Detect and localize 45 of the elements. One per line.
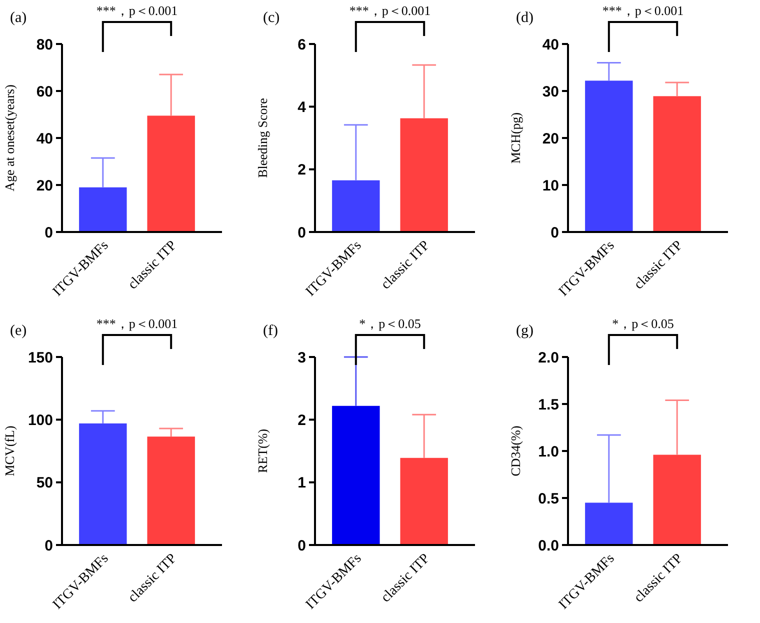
y-tick-label: 0 bbox=[44, 224, 53, 242]
y-axis-title: MCV(fL) bbox=[2, 426, 17, 476]
text: ***，p＜0.001 bbox=[349, 3, 431, 18]
y-tick-label: 80 bbox=[36, 36, 53, 54]
y-axis-title: Age at oneset(years) bbox=[2, 84, 17, 192]
y-tick-label: 4 bbox=[298, 98, 307, 116]
y-tick-label: 20 bbox=[36, 177, 53, 194]
y-tick-label: 1.5 bbox=[538, 396, 559, 414]
text: *，p＜0.05 bbox=[359, 316, 421, 331]
y-tick-label: 100 bbox=[28, 412, 53, 429]
y-tick-label: 6 bbox=[298, 36, 306, 54]
y-tick-label: 60 bbox=[36, 83, 53, 100]
y-tick-label: 50 bbox=[36, 474, 53, 492]
text: ***，p＜0.001 bbox=[96, 3, 178, 18]
y-tick-label: 0.5 bbox=[538, 490, 559, 508]
y-tick-label: 2 bbox=[298, 162, 306, 179]
y-tick-label: 40 bbox=[36, 130, 53, 148]
y-tick-label: 0 bbox=[298, 537, 306, 554]
chart-title: (e) bbox=[10, 323, 27, 339]
chart-title: (f) bbox=[263, 323, 278, 339]
y-tick-label: 1.0 bbox=[538, 443, 559, 460]
y-tick-label: 3 bbox=[298, 349, 306, 366]
y-axis-title: Bleeding Score bbox=[255, 98, 270, 178]
chart-title: (c) bbox=[263, 10, 280, 26]
text: ***，p＜0.001 bbox=[602, 3, 684, 18]
chart-title: (a) bbox=[10, 10, 27, 26]
text: ***，p＜0.001 bbox=[96, 316, 178, 331]
y-tick-label: 2 bbox=[298, 412, 306, 429]
y-tick-label: 2.0 bbox=[538, 349, 559, 366]
y-tick-label: 10 bbox=[542, 177, 559, 194]
y-tick-label: 0 bbox=[298, 224, 306, 242]
y-tick-label: 150 bbox=[28, 349, 53, 366]
chart-title: (g) bbox=[516, 323, 534, 339]
y-tick-label: 20 bbox=[542, 130, 559, 148]
y-tick-label: 0 bbox=[550, 224, 559, 242]
text: *，p＜0.05 bbox=[612, 316, 674, 331]
y-tick-label: 0.0 bbox=[538, 537, 559, 554]
y-axis-title: RET(%) bbox=[255, 428, 270, 474]
y-axis-title: CD34(%) bbox=[508, 426, 523, 476]
y-tick-label: 1 bbox=[298, 474, 306, 492]
chart-title: (d) bbox=[516, 10, 534, 26]
y-tick-label: 30 bbox=[542, 83, 559, 100]
y-tick-label: 40 bbox=[542, 36, 559, 54]
y-axis-title: MCH(pg) bbox=[508, 112, 523, 164]
y-tick-label: 0 bbox=[44, 537, 53, 554]
